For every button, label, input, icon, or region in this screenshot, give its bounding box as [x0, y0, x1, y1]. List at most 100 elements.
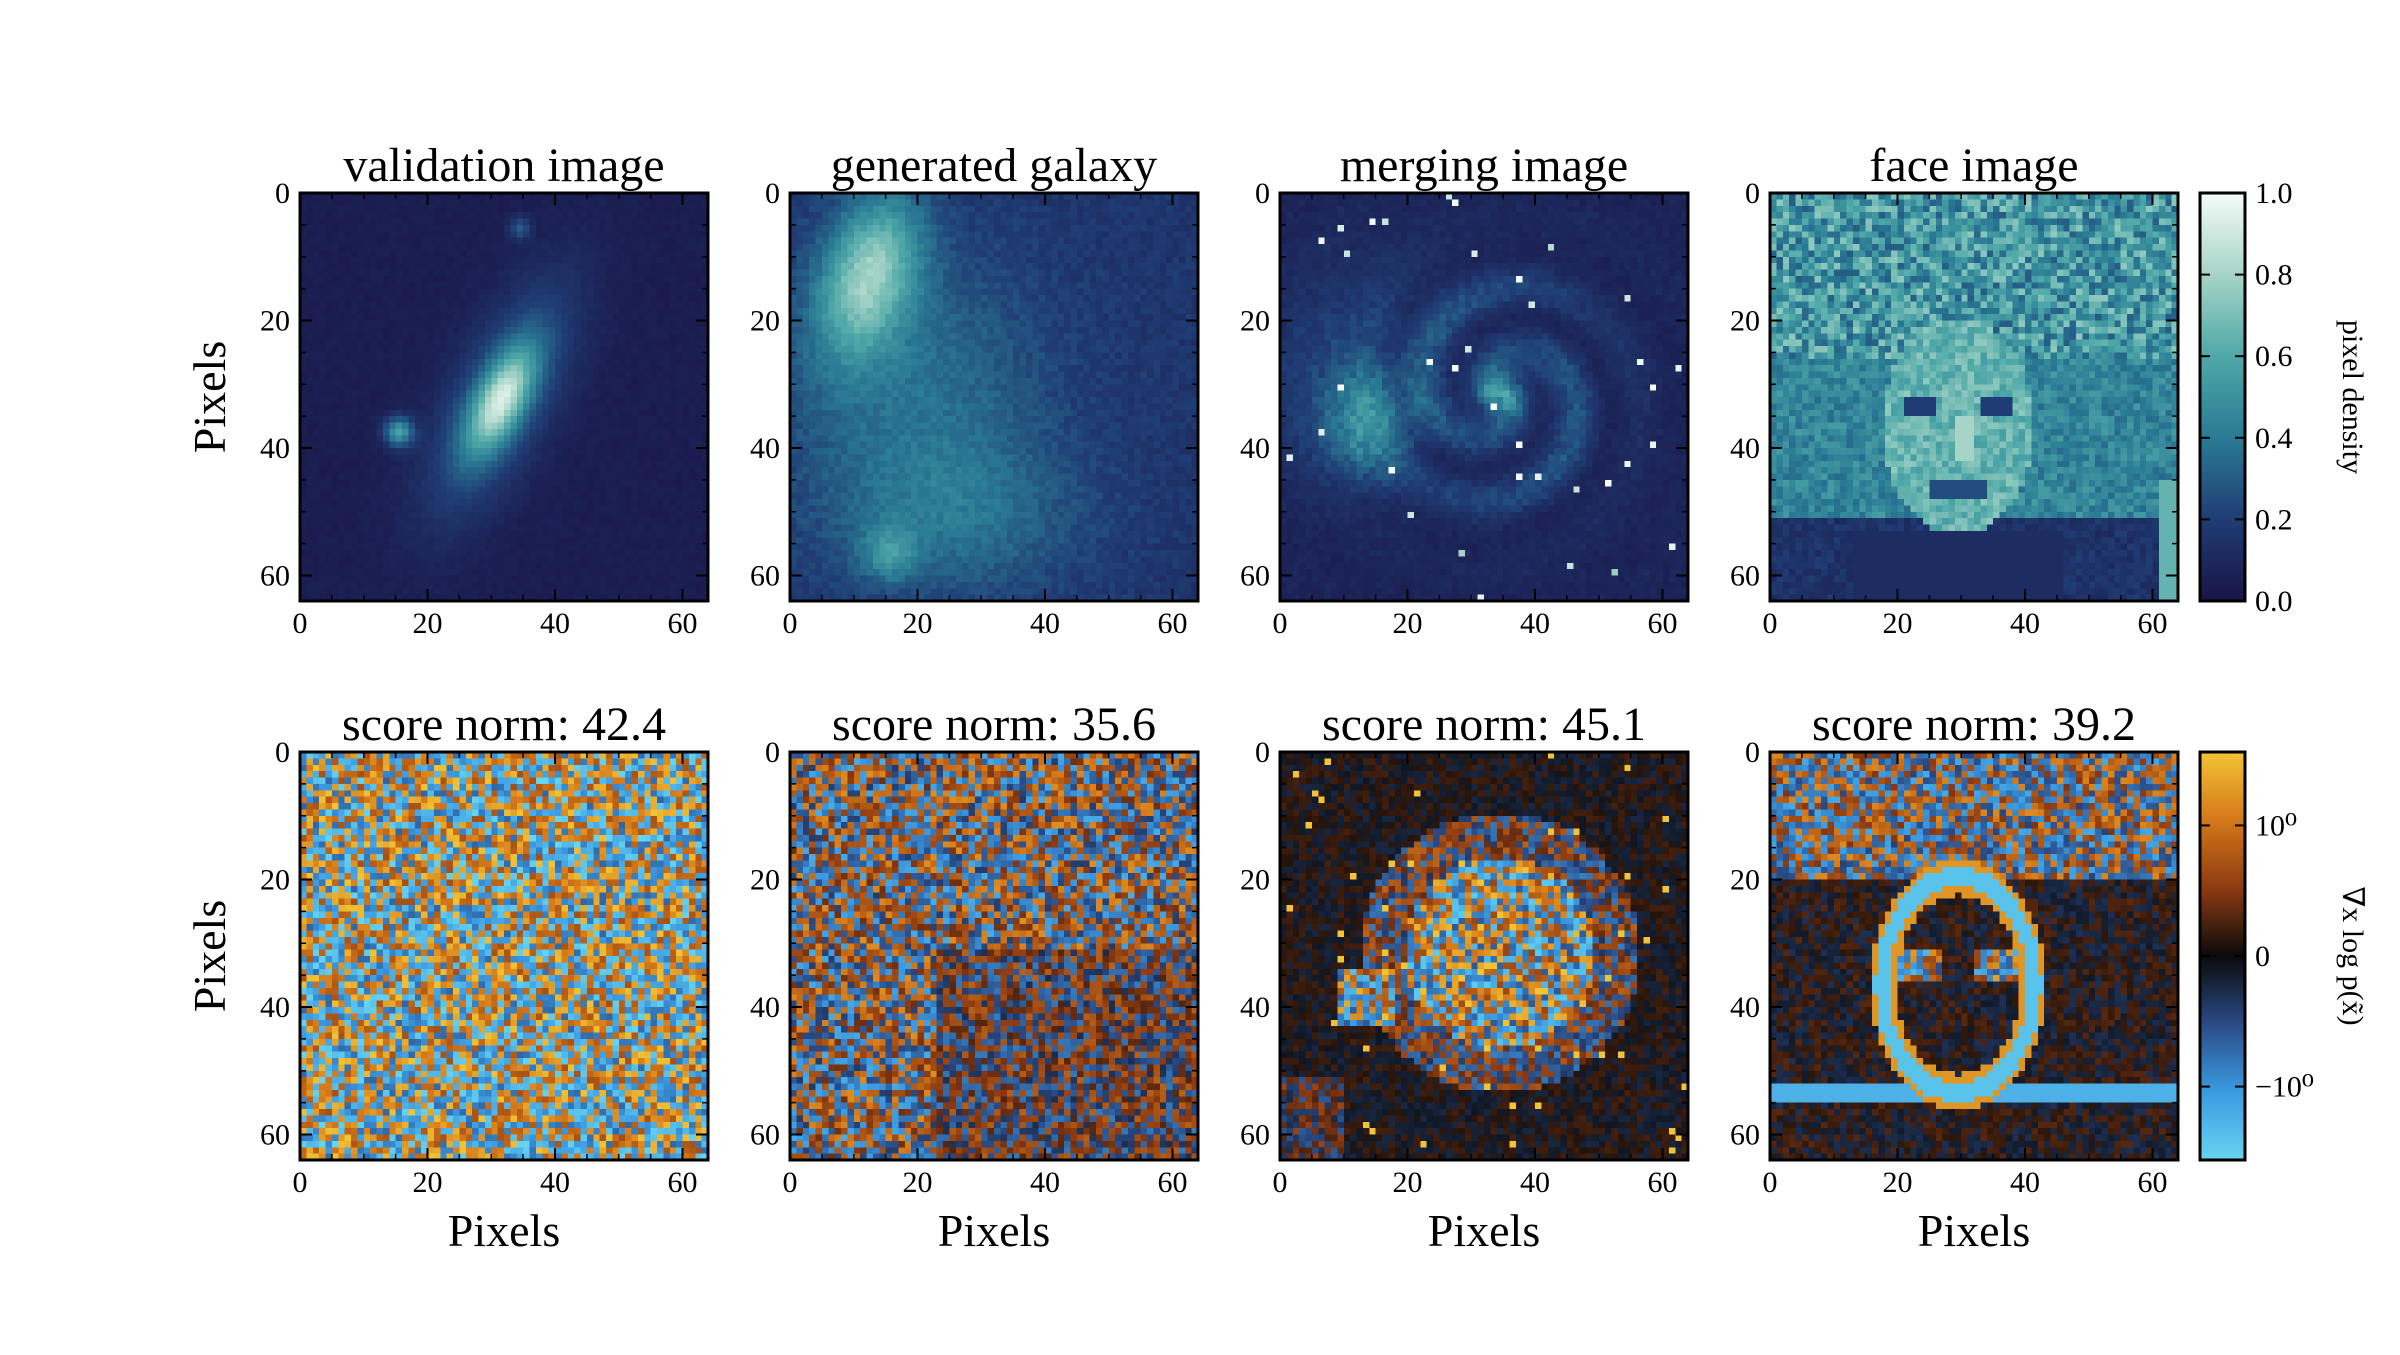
y-tick-label: 20 — [260, 305, 290, 338]
x-tick-label: 20 — [1393, 607, 1423, 640]
x-tick-label: 60 — [1648, 607, 1678, 640]
y-tick-label: 20 — [1240, 305, 1270, 338]
y-tick-label: 20 — [1240, 864, 1270, 897]
x-tick-label: 20 — [1393, 1166, 1423, 1199]
panel-title: score norm: 35.6 — [832, 698, 1156, 751]
colorbar-tick-label: 1.0 — [2255, 177, 2293, 210]
colorbar-0: 0.0 0.2 0.4 0.6 0.8 1.0 pixel density — [2198, 177, 2369, 618]
y-tick-label: 20 — [1730, 305, 1760, 338]
colorbar-tick-label: 0.2 — [2255, 503, 2293, 536]
x-tick-label: 40 — [1030, 607, 1060, 640]
colorbar-tick-label: 0.4 — [2255, 422, 2293, 455]
y-tick-label: 40 — [260, 432, 290, 465]
axes-frame — [788, 750, 1200, 1162]
colorbar-tick-label: 0.6 — [2255, 340, 2293, 373]
y-tick-label: 0 — [1745, 177, 1760, 210]
y-tick-label: 60 — [260, 1119, 290, 1152]
x-tick-label: 60 — [2138, 607, 2168, 640]
y-tick-label: 40 — [1730, 991, 1760, 1024]
colorbar-tick-label: −10⁰ — [2255, 1071, 2314, 1104]
x-tick-label: 60 — [1158, 607, 1188, 640]
y-tick-label: 60 — [1730, 560, 1760, 593]
panel-title: score norm: 39.2 — [1812, 698, 2136, 751]
y-tick-label: 60 — [1240, 1119, 1270, 1152]
y-tick-label: 60 — [750, 1119, 780, 1152]
x-tick-label: 40 — [2010, 607, 2040, 640]
x-tick-label: 0 — [1273, 1166, 1288, 1199]
y-tick-label: 20 — [1730, 864, 1760, 897]
x-tick-label: 0 — [293, 607, 308, 640]
colorbar-tick-label: 0.0 — [2255, 585, 2293, 618]
y-tick-label: 40 — [750, 991, 780, 1024]
x-tick-label: 20 — [1883, 1166, 1913, 1199]
axes-frame — [788, 191, 1200, 603]
y-tick-label: 40 — [1240, 991, 1270, 1024]
x-tick-label: 60 — [668, 1166, 698, 1199]
heatmap-image — [1770, 193, 2178, 601]
y-axis-label: Pixels — [184, 341, 235, 453]
panel-title: score norm: 45.1 — [1322, 698, 1646, 751]
heatmap-image — [300, 193, 708, 601]
y-tick-label: 40 — [1730, 432, 1760, 465]
colorbar-tick-label: 0 — [2255, 940, 2270, 973]
axes-frame — [1768, 191, 2180, 603]
panel-title: score norm: 42.4 — [342, 698, 666, 751]
y-tick-label: 40 — [260, 991, 290, 1024]
y-tick-label: 60 — [260, 560, 290, 593]
x-tick-label: 40 — [1520, 607, 1550, 640]
y-tick-label: 20 — [750, 305, 780, 338]
colorbar-1: 10⁰ 0 −10⁰ ∇x log p(x̃) — [2198, 750, 2369, 1162]
x-tick-label: 60 — [1648, 1166, 1678, 1199]
x-axis-label: Pixels — [938, 1205, 1050, 1256]
axes-frame — [1278, 191, 1690, 603]
x-tick-label: 20 — [1883, 607, 1913, 640]
panel-title: face image — [1869, 139, 2078, 192]
y-tick-label: 60 — [750, 560, 780, 593]
heatmap-image — [300, 752, 708, 1160]
x-tick-label: 60 — [1158, 1166, 1188, 1199]
y-tick-label: 0 — [1255, 736, 1270, 769]
x-tick-label: 20 — [413, 607, 443, 640]
heatmap-image — [790, 752, 1198, 1160]
y-axis-label: Pixels — [184, 900, 235, 1012]
panel-title: merging image — [1340, 139, 1628, 192]
x-tick-label: 40 — [540, 1166, 570, 1199]
colorbar-tick-label: 10⁰ — [2255, 809, 2297, 842]
axes-frame — [1768, 750, 2180, 1162]
y-tick-label: 20 — [260, 864, 290, 897]
x-tick-label: 0 — [1273, 607, 1288, 640]
panel-title: generated galaxy — [831, 139, 1157, 192]
y-tick-label: 0 — [1255, 177, 1270, 210]
x-tick-label: 60 — [668, 607, 698, 640]
axes-frame — [298, 750, 710, 1162]
colorbar-label: ∇x log p(x̃) — [2336, 886, 2369, 1025]
x-tick-label: 0 — [783, 607, 798, 640]
x-axis-label: Pixels — [448, 1205, 560, 1256]
x-tick-label: 0 — [1763, 607, 1778, 640]
y-tick-label: 40 — [1240, 432, 1270, 465]
axes-frame — [1278, 750, 1690, 1162]
x-tick-label: 0 — [783, 1166, 798, 1199]
colorbar-gradient — [2198, 191, 2247, 603]
x-axis-label: Pixels — [1428, 1205, 1540, 1256]
panel-title: validation image — [343, 139, 664, 192]
y-tick-label: 20 — [750, 864, 780, 897]
heatmap-image — [1770, 752, 2178, 1160]
x-tick-label: 0 — [1763, 1166, 1778, 1199]
y-tick-label: 0 — [765, 736, 780, 769]
x-tick-label: 40 — [2010, 1166, 2040, 1199]
colorbar-tick-label: 0.8 — [2255, 259, 2293, 292]
heatmap-image — [790, 193, 1198, 601]
y-tick-label: 0 — [765, 177, 780, 210]
x-tick-label: 40 — [1520, 1166, 1550, 1199]
y-tick-label: 60 — [1240, 560, 1270, 593]
x-tick-label: 0 — [293, 1166, 308, 1199]
